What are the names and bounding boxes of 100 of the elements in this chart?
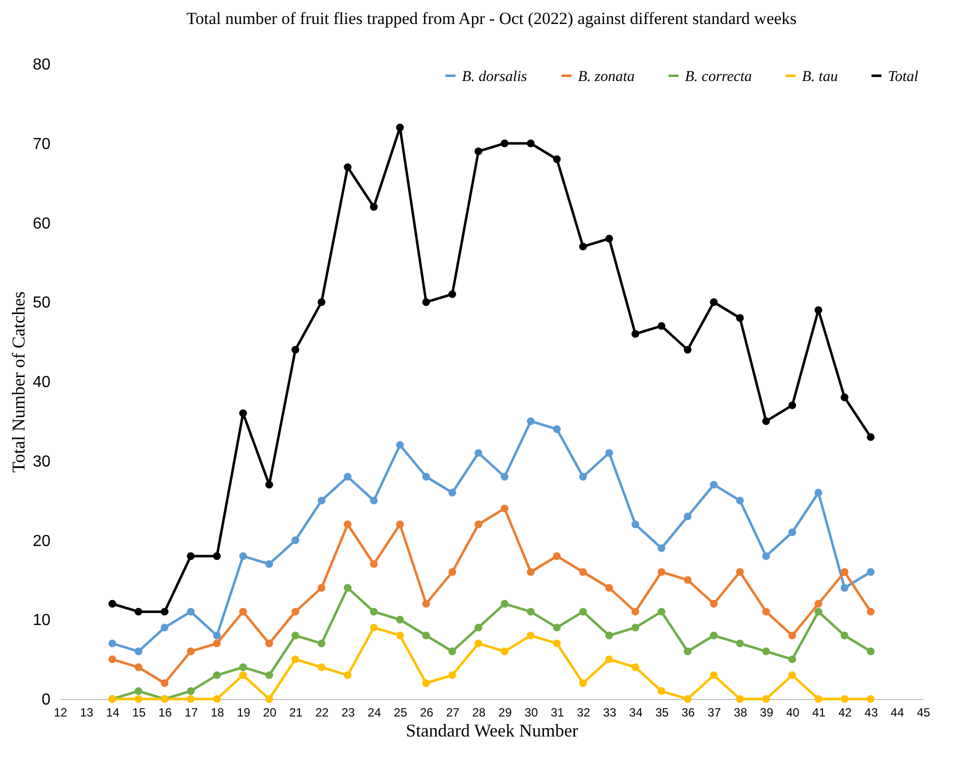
x-tick-label: 39 <box>760 706 774 720</box>
point <box>186 648 195 656</box>
point <box>710 298 718 306</box>
point <box>186 687 195 695</box>
y-axis-title: Total Number of Catches <box>8 291 29 473</box>
y-tick-label: 50 <box>32 294 51 312</box>
point <box>710 480 718 489</box>
point <box>291 536 300 544</box>
legend-label: B. zonata <box>578 68 635 85</box>
y-tick-label: 30 <box>32 453 51 470</box>
point <box>605 632 614 640</box>
point <box>134 663 142 672</box>
x-axis-title: Standard Week Number <box>406 720 578 740</box>
point <box>658 568 666 576</box>
x-tick-label: 35 <box>655 706 669 720</box>
point <box>553 640 561 648</box>
point <box>736 496 744 504</box>
point <box>265 695 274 703</box>
y-tick-label: 10 <box>32 612 51 630</box>
x-tick-label: 45 <box>916 706 930 720</box>
point <box>370 496 378 504</box>
point <box>291 655 300 664</box>
point <box>318 584 326 592</box>
point <box>318 663 326 672</box>
point <box>605 234 614 242</box>
point <box>762 695 770 703</box>
point <box>658 608 666 616</box>
point <box>762 648 770 656</box>
point <box>448 671 456 680</box>
legend-label: B. tau <box>802 68 838 85</box>
point <box>788 528 796 536</box>
x-tick-label: 14 <box>106 706 120 720</box>
point <box>500 600 508 608</box>
x-tick-label: 25 <box>394 706 408 720</box>
x-tick-label: 20 <box>263 706 277 720</box>
point <box>553 155 561 164</box>
x-tick-label: 18 <box>210 706 224 720</box>
point <box>108 640 116 648</box>
point <box>291 632 300 640</box>
point <box>814 600 822 608</box>
point <box>814 695 822 703</box>
point <box>239 663 247 672</box>
point <box>474 624 482 632</box>
legend-label: Total <box>888 68 918 85</box>
point <box>736 640 744 648</box>
point <box>396 520 404 528</box>
x-tick-label: 44 <box>890 706 904 720</box>
x-tick-label: 27 <box>446 706 460 720</box>
point <box>160 608 168 616</box>
point <box>684 346 692 354</box>
point <box>213 671 221 680</box>
point <box>631 663 640 672</box>
point <box>213 695 221 703</box>
point <box>422 600 430 608</box>
legend-label: B. dorsalis <box>462 68 528 85</box>
point <box>684 512 692 520</box>
point <box>658 322 666 330</box>
point <box>605 655 614 664</box>
x-tick-label: 13 <box>80 706 94 720</box>
point <box>344 520 352 528</box>
point <box>134 695 142 703</box>
x-tick-label: 21 <box>289 706 303 720</box>
point <box>631 520 640 528</box>
point <box>579 608 587 616</box>
point <box>344 472 352 481</box>
point <box>710 671 718 680</box>
point <box>396 124 404 132</box>
point <box>134 648 142 656</box>
point <box>762 552 770 560</box>
x-tick-label: 38 <box>734 706 748 720</box>
point <box>526 632 535 640</box>
x-tick-label: 24 <box>368 706 382 720</box>
point <box>736 568 744 576</box>
point <box>370 203 378 211</box>
point <box>866 433 875 441</box>
point <box>605 449 614 457</box>
x-tick-label: 43 <box>864 706 878 720</box>
point <box>684 648 692 656</box>
point <box>840 584 848 592</box>
point <box>422 679 430 687</box>
point <box>344 671 352 680</box>
point <box>422 632 430 640</box>
y-tick-label: 60 <box>32 215 51 232</box>
x-tick-label: 12 <box>54 706 68 720</box>
x-tick-label: 32 <box>576 706 591 720</box>
point <box>526 417 535 426</box>
point <box>658 544 666 552</box>
point <box>762 417 770 426</box>
point <box>474 520 482 528</box>
point <box>318 298 326 306</box>
point <box>840 695 848 703</box>
point <box>265 671 274 680</box>
point <box>186 552 195 560</box>
point <box>448 648 456 656</box>
point <box>500 504 508 512</box>
point <box>213 640 221 648</box>
point <box>291 608 300 616</box>
point <box>605 584 614 592</box>
x-tick-label: 41 <box>812 706 826 720</box>
point <box>840 568 848 576</box>
